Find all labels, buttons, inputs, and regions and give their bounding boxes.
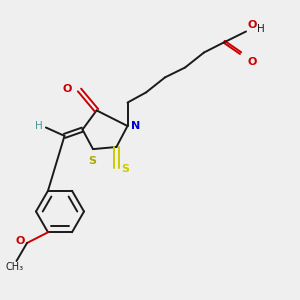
- Text: S: S: [121, 164, 129, 175]
- Text: CH₃: CH₃: [6, 262, 24, 272]
- Text: O: O: [15, 236, 25, 247]
- Text: O: O: [63, 83, 72, 94]
- Text: H: H: [256, 23, 264, 34]
- Text: S: S: [88, 156, 96, 166]
- Text: H: H: [34, 121, 42, 131]
- Text: O: O: [248, 20, 257, 30]
- Text: N: N: [131, 121, 140, 131]
- Text: O: O: [248, 57, 257, 67]
